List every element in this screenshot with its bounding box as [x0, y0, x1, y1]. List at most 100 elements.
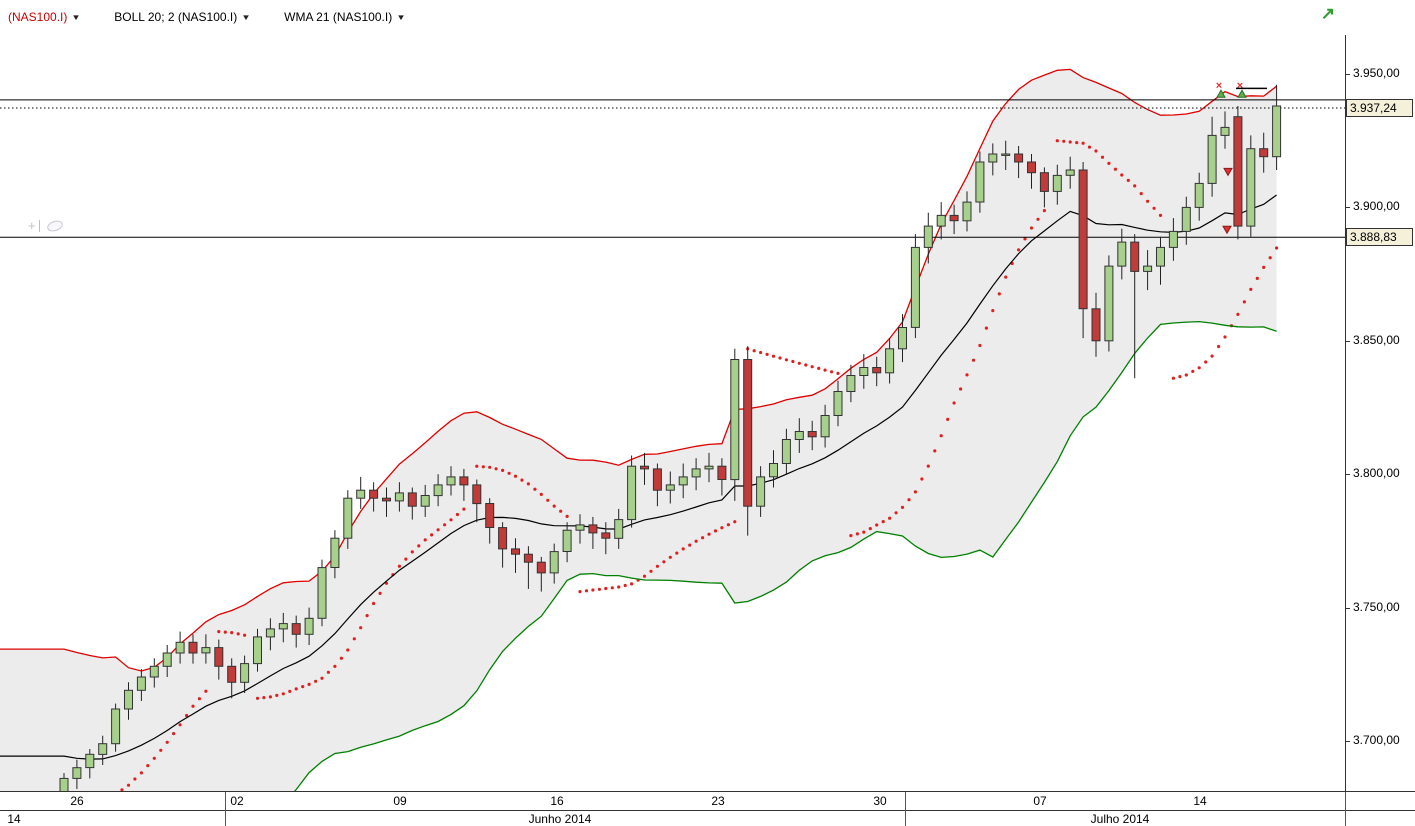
date-tick-label: 16	[550, 794, 564, 808]
candle	[136, 676, 146, 691]
candle	[1027, 161, 1036, 174]
bollinger-band-lines	[0, 68, 1277, 792]
candle	[253, 636, 262, 665]
candle	[1091, 308, 1101, 342]
candle	[1233, 116, 1243, 227]
candle	[1194, 182, 1204, 208]
candle	[678, 476, 688, 486]
candle	[652, 468, 662, 491]
candle	[511, 548, 520, 555]
candle	[717, 465, 727, 481]
buy-marker-icon	[1237, 89, 1247, 98]
candle	[98, 743, 108, 755]
candle	[949, 214, 959, 222]
time-axis[interactable]: 26 02 09 16 23 30 07 14 14 Junho 2014 Julho 2014	[0, 791, 1415, 826]
candle	[975, 161, 985, 203]
chart-canvas[interactable]: × ×	[0, 35, 1345, 792]
candle	[872, 367, 882, 374]
price-tick-label: 3.900,00	[1353, 199, 1400, 214]
candle	[369, 489, 379, 499]
candle	[1001, 153, 1011, 156]
candle	[265, 628, 275, 638]
candle	[72, 767, 82, 779]
candle	[910, 246, 920, 328]
chart-plot-area[interactable]: × × +	[0, 35, 1345, 792]
price-level-lines	[0, 99, 1345, 238]
month-boundary-tick	[1345, 810, 1346, 826]
month-label: Julho 2014	[1090, 812, 1150, 826]
month-boundary-tick	[1345, 792, 1346, 810]
candle	[923, 225, 933, 248]
add-drawing-icon[interactable]: +	[28, 218, 36, 233]
candle	[704, 465, 714, 470]
price-tick-label: 3.750,00	[1353, 599, 1400, 614]
candle	[1220, 126, 1230, 136]
candle	[240, 663, 250, 683]
eraser-icon[interactable]	[45, 218, 64, 233]
candle	[820, 415, 830, 438]
candle	[201, 647, 211, 654]
drawing-tools: +	[28, 218, 64, 233]
candle	[162, 652, 172, 667]
month-boundary-tick	[905, 792, 906, 810]
candle	[407, 492, 417, 507]
price-axis[interactable]: 3.950,00 3.900,00 3.850,00 3.800,00 3.750,00…	[1345, 35, 1415, 792]
instrument-label: (NAS100.I)	[8, 10, 68, 24]
candle	[807, 431, 817, 438]
instrument-selector[interactable]: (NAS100.I) ▼	[8, 10, 82, 24]
candle	[1130, 241, 1140, 272]
date-tick-label: 07	[1033, 794, 1047, 808]
sell-marker-icon	[1223, 167, 1233, 177]
exit-marker-icon: ×	[1237, 80, 1243, 92]
candle	[291, 623, 301, 635]
candle	[175, 641, 185, 654]
candle	[433, 484, 443, 497]
price-tick-mark	[1346, 607, 1350, 609]
candle	[149, 665, 159, 678]
chevron-down-icon: ▼	[241, 12, 251, 22]
price-tick-mark	[1346, 340, 1350, 342]
candle	[833, 391, 843, 416]
candle	[769, 463, 778, 478]
candle	[781, 439, 791, 464]
candle	[640, 465, 649, 470]
date-tick-label: 09	[393, 794, 407, 808]
price-tick-label: 3.950,00	[1353, 66, 1400, 80]
date-tick-label: 23	[711, 794, 725, 808]
candle	[59, 777, 69, 792]
candle	[988, 153, 998, 163]
candle	[1246, 148, 1256, 227]
price-tick-label: 3.800,00	[1353, 466, 1400, 481]
month-row-divider	[0, 810, 1415, 811]
pin-chart-icon[interactable]: ↗	[1320, 4, 1335, 23]
candle	[885, 348, 895, 374]
price-badge: 3.937,24	[1346, 99, 1413, 118]
candle	[472, 484, 482, 505]
month-label: Junho 2014	[528, 812, 592, 826]
indicator-wma-selector[interactable]: WMA 21 (NAS100.I) ▼	[284, 10, 406, 24]
price-tick-mark	[1346, 741, 1350, 742]
price-tick-mark	[1346, 474, 1350, 476]
candle	[330, 537, 340, 569]
candle	[1181, 206, 1191, 232]
candle	[278, 623, 288, 630]
candle	[394, 492, 404, 502]
chevron-down-icon: ▼	[71, 12, 82, 22]
indicator-bollinger-selector[interactable]: BOLL 20; 2 (NAS100.I) ▼	[114, 10, 251, 24]
candle	[459, 476, 469, 486]
candle	[227, 665, 237, 683]
candle	[1039, 172, 1049, 192]
date-tick-label: 02	[230, 794, 244, 808]
candle	[575, 524, 585, 531]
price-tick-mark	[1346, 74, 1350, 75]
candle	[794, 431, 804, 440]
month-boundary-tick	[225, 810, 226, 826]
date-tick-label: 30	[873, 794, 887, 808]
candle	[1117, 241, 1127, 267]
candle	[317, 567, 327, 619]
candle	[214, 647, 224, 667]
price-tick-label: 3.700,00	[1353, 733, 1400, 747]
indicator-bollinger-label: BOLL 20; 2 (NAS100.I)	[114, 10, 238, 24]
candle	[1272, 105, 1282, 158]
